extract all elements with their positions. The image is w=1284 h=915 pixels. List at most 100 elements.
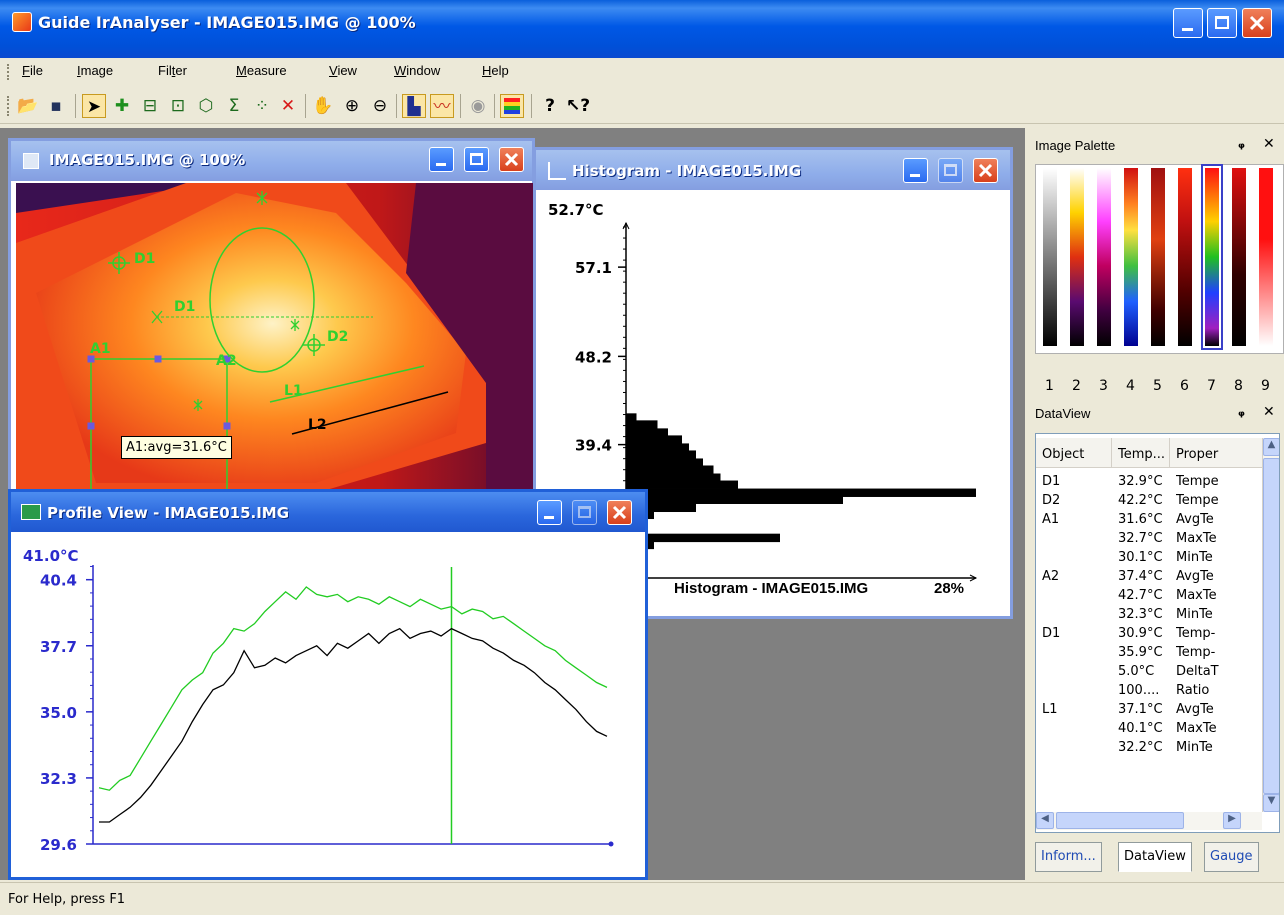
menu-view[interactable]: View [329, 63, 357, 78]
hscroll-thumb[interactable] [1056, 812, 1184, 829]
scroll-left-button[interactable]: ◀ [1036, 812, 1054, 829]
histogram-maximize-button[interactable] [938, 158, 963, 183]
tab-gauge[interactable]: Gauge [1204, 842, 1259, 872]
profile-chart[interactable]: 41.0°C 40.4 37.7 35.0 32.3 29.6 [11, 535, 645, 880]
histogram-window-titlebar[interactable] [536, 150, 1010, 190]
vertical-scrollbar[interactable]: ▲ ▼ [1262, 438, 1279, 812]
menu-file[interactable]: File [22, 63, 43, 78]
palette-swatch-1[interactable] [1043, 168, 1057, 346]
palette-swatch-5[interactable] [1151, 168, 1165, 346]
table-row[interactable]: D1 32.9°C Tempe [1036, 474, 1262, 493]
sum-icon[interactable]: Σ [228, 96, 240, 116]
line-l1[interactable] [269, 365, 425, 403]
table-row[interactable]: 30.1°C MinTe [1036, 550, 1262, 569]
palette-number: 7 [1207, 378, 1216, 394]
close-icon[interactable]: ✕ [1263, 404, 1275, 420]
minimize-button[interactable] [1173, 8, 1203, 38]
help-icon[interactable]: ? [545, 96, 555, 116]
ellipse-roi[interactable] [209, 227, 315, 373]
tab-information[interactable]: Inform... [1035, 842, 1102, 872]
zoom-out-icon[interactable]: ⊖ [372, 96, 388, 116]
table-row[interactable]: 35.9°C Temp- [1036, 645, 1262, 664]
column-header-object[interactable]: Object [1036, 438, 1112, 468]
palette-swatch-4[interactable] [1124, 168, 1138, 346]
histogram-minimize-button[interactable] [903, 158, 928, 183]
palette-swatch-2[interactable] [1070, 168, 1084, 346]
column-header-temp[interactable]: Temp... [1112, 438, 1170, 468]
palette-swatch-8[interactable] [1232, 168, 1246, 346]
menu-window[interactable]: Window [394, 63, 441, 78]
palette-swatch-7[interactable] [1201, 164, 1223, 350]
restore-button[interactable] [1207, 8, 1237, 38]
palette-swatch-3[interactable] [1097, 168, 1111, 346]
zoom-in-icon[interactable]: ⊕ [344, 96, 360, 116]
table-row[interactable]: D1 30.9°C Temp- [1036, 626, 1262, 645]
profile-minimize-button[interactable] [537, 500, 562, 525]
scroll-right-button[interactable]: ▶ [1223, 812, 1241, 829]
label-l2: L2 [308, 417, 327, 433]
dataview-table[interactable]: Object Temp... Proper ▲ ▼ ◀ ▶ D1 32.9°C Te… [1035, 433, 1280, 833]
image-window[interactable]: IMAGE015.IMG @ 100% [8, 138, 535, 500]
profile-close-button[interactable] [607, 500, 632, 525]
profile-window[interactable]: Profile View - IMAGE015.IMG 41.0°C 40.4 3… [8, 489, 648, 880]
table-row[interactable]: 5.0°C DeltaT [1036, 664, 1262, 683]
profile-tick-label: 37.7 [40, 638, 77, 656]
histogram-icon[interactable]: ▙ [402, 94, 426, 118]
isotherm-icon[interactable]: ⁘ [254, 96, 270, 116]
table-row[interactable]: A1 31.6°C AvgTe [1036, 512, 1262, 531]
table-row[interactable]: 32.7°C MaxTe [1036, 531, 1262, 550]
polygon-tool-icon[interactable]: ⬡ [198, 96, 214, 116]
horizontal-scrollbar[interactable]: ◀ ▶ [1036, 812, 1262, 830]
profile-maximize-button[interactable] [572, 500, 597, 525]
profile-icon[interactable]: 〰 [430, 94, 454, 118]
table-row[interactable]: 100.... Ratio [1036, 683, 1262, 702]
open-icon[interactable]: 📂 [17, 96, 39, 116]
context-help-icon[interactable]: ↖? [566, 96, 591, 116]
save-icon[interactable]: ▪ [50, 96, 62, 116]
tab-dataview[interactable]: DataView [1118, 842, 1192, 872]
line-l2[interactable] [291, 391, 449, 435]
scroll-thumb[interactable] [1263, 458, 1279, 794]
close-icon[interactable]: ✕ [1263, 136, 1275, 152]
table-row[interactable]: 32.3°C MinTe [1036, 607, 1262, 626]
histogram-close-button[interactable] [973, 158, 998, 183]
image-close-button[interactable] [499, 147, 524, 172]
spot-d1[interactable] [108, 252, 130, 274]
image-maximize-button[interactable] [464, 147, 489, 172]
table-row[interactable]: L1 37.1°C AvgTe [1036, 702, 1262, 721]
select-pointer-icon[interactable]: ➤ [82, 94, 106, 118]
histogram-bar [626, 435, 682, 444]
menu-help[interactable]: Help [482, 63, 509, 78]
delete-icon[interactable]: ✕ [280, 96, 296, 116]
area-tool-icon[interactable]: ⊡ [170, 96, 186, 116]
close-button[interactable] [1242, 8, 1272, 38]
menu-filter[interactable]: Filter [158, 63, 187, 78]
app-icon[interactable] [12, 12, 32, 32]
column-header-property[interactable]: Proper [1170, 438, 1266, 468]
spot-d2[interactable] [303, 334, 325, 356]
table-row[interactable]: 42.7°C MaxTe [1036, 588, 1262, 607]
palette-swatch-9[interactable] [1259, 168, 1273, 346]
profile-tick-label: 32.3 [40, 770, 77, 788]
scroll-up-button[interactable]: ▲ [1263, 438, 1279, 456]
menu-measure[interactable]: Measure [236, 63, 287, 78]
line-tool-icon[interactable]: ⊟ [142, 96, 158, 116]
table-row[interactable]: A2 37.4°C AvgTe [1036, 569, 1262, 588]
table-row[interactable]: D2 42.2°C Tempe [1036, 493, 1262, 512]
table-row[interactable]: 32.2°C MinTe [1036, 740, 1262, 759]
histogram-bar [626, 503, 696, 513]
main-title-bar[interactable]: Guide IrAnalyser - IMAGE015.IMG @ 100% [0, 0, 1284, 58]
palette-icon[interactable] [500, 94, 524, 118]
pin-icon[interactable]: ᵩ [1238, 404, 1245, 420]
play-icon[interactable]: ◉ [470, 96, 486, 116]
menu-image[interactable]: Image [77, 63, 114, 78]
palette-swatch-6[interactable] [1178, 168, 1192, 346]
scroll-down-button[interactable]: ▼ [1263, 794, 1279, 812]
pin-icon[interactable]: ᵩ [1238, 136, 1245, 152]
pan-hand-icon[interactable]: ✋ [312, 96, 334, 116]
app-title: Guide IrAnalyser - IMAGE015.IMG @ 100% [38, 13, 416, 32]
spot-tool-icon[interactable]: ✚ [114, 96, 130, 116]
image-minimize-button[interactable] [429, 147, 454, 172]
thermal-image[interactable]: D1 D1 D2 A1 A2 L1 L2 [16, 183, 534, 493]
table-row[interactable]: 40.1°C MaxTe [1036, 721, 1262, 740]
